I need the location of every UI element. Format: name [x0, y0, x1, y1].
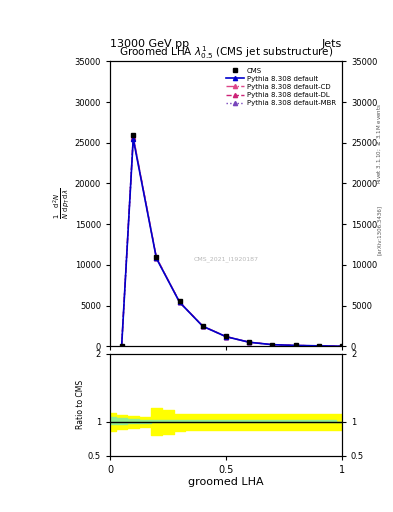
Y-axis label: $\frac{1}{N}\,\frac{\mathrm{d}^2N}{\mathrm{d}p_T\,\mathrm{d}\lambda}$: $\frac{1}{N}\,\frac{\mathrm{d}^2N}{\math… — [51, 188, 72, 220]
Text: [arXiv:1306.3436]: [arXiv:1306.3436] — [377, 205, 382, 255]
Text: CMS_2021_I1920187: CMS_2021_I1920187 — [193, 257, 259, 263]
Y-axis label: Ratio to CMS: Ratio to CMS — [76, 380, 85, 430]
Text: Jets: Jets — [321, 38, 342, 49]
X-axis label: groomed LHA: groomed LHA — [188, 478, 264, 487]
Legend: CMS, Pythia 8.308 default, Pythia 8.308 default-CD, Pythia 8.308 default-DL, Pyt: CMS, Pythia 8.308 default, Pythia 8.308 … — [224, 65, 338, 109]
Title: Groomed LHA $\lambda^{1}_{0.5}$ (CMS jet substructure): Groomed LHA $\lambda^{1}_{0.5}$ (CMS jet… — [119, 45, 333, 61]
Text: Rivet 3.1.10; $\geq$ 3.1M events: Rivet 3.1.10; $\geq$ 3.1M events — [375, 103, 383, 184]
Text: 13000 GeV pp: 13000 GeV pp — [110, 38, 189, 49]
